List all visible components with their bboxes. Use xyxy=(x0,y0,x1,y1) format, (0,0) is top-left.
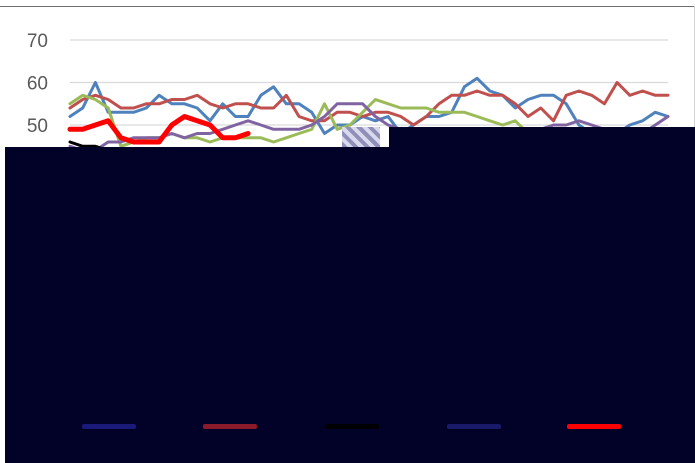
legend-swatch xyxy=(567,424,621,429)
series-line-4 xyxy=(68,102,670,157)
image-artifact xyxy=(342,127,380,147)
y-tick-label: 70 xyxy=(27,31,48,52)
legend-swatch xyxy=(203,424,257,429)
y-tick-label: 60 xyxy=(27,74,48,95)
series-line-1 xyxy=(68,76,670,135)
series-line-2 xyxy=(68,81,670,127)
legend-swatch xyxy=(82,424,136,429)
y-tick-label: 50 xyxy=(27,116,48,137)
redacted-overlay xyxy=(5,147,695,463)
legend-swatch xyxy=(447,424,501,429)
legend-swatch xyxy=(325,424,379,429)
redacted-overlay-top xyxy=(389,127,695,157)
series-line-5 xyxy=(67,114,251,145)
top-border xyxy=(0,6,695,7)
y-axis-tick-labels: 50 60 70 xyxy=(27,31,48,137)
